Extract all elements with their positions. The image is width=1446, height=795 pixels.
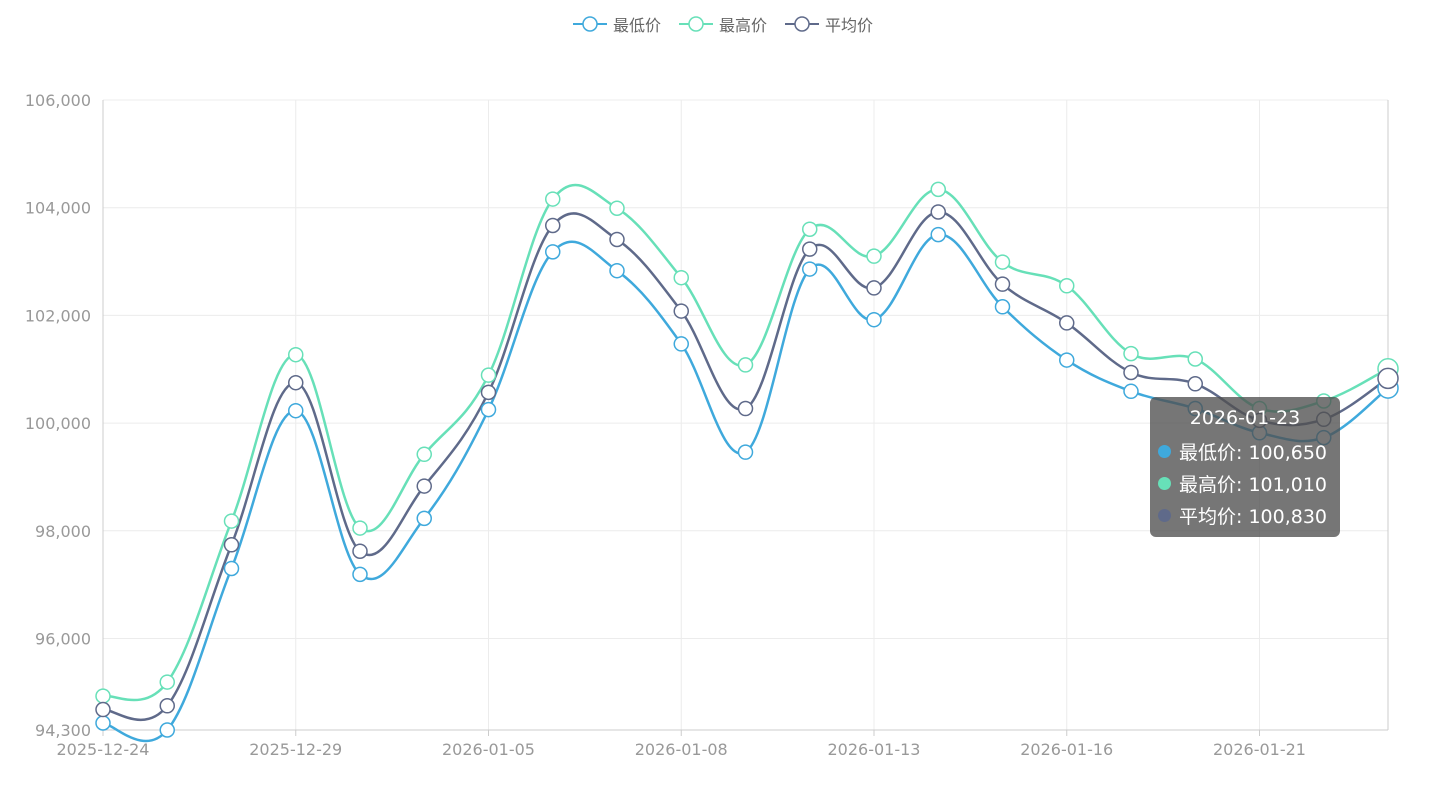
series-high-point (1123, 345, 1139, 362)
series-low-point (480, 401, 497, 418)
series-avg-point (802, 241, 818, 257)
x-tick-label: 2026-01-16 (1020, 740, 1113, 759)
series-high-point (673, 269, 689, 286)
series-high-point (866, 248, 882, 264)
axis-layer (102, 100, 1389, 736)
series-avg-point (1123, 364, 1139, 381)
legend-swatch-low (572, 16, 607, 32)
y-tick-label: 98,000 (35, 522, 91, 541)
x-tick-label: 2026-01-13 (828, 740, 921, 759)
tooltip: 2026-01-23 最低价: 100,650 最高价: 101,010 平均价… (1150, 397, 1340, 537)
legend-swatch-high (678, 16, 713, 32)
series-avg-point (1059, 315, 1075, 331)
series-avg-point (1187, 376, 1203, 392)
legend-item-avg[interactable]: 平均价 (785, 12, 873, 36)
y-tick-label: 102,000 (25, 306, 91, 325)
series-low-point (673, 336, 689, 352)
series-avg-point (545, 217, 561, 234)
series-low-point (994, 299, 1011, 315)
series-low-point (416, 510, 432, 527)
series-avg-point (737, 400, 754, 417)
series-low-point (288, 402, 304, 419)
series-high-point (802, 221, 818, 237)
tooltip-text-low: 最低价: 100,650 (1179, 441, 1328, 464)
legend-item-high[interactable]: 最高价 (678, 12, 767, 36)
tooltip-row-avg: 平均价: 100,830 (1158, 499, 1332, 531)
tooltip-dot-avg (1158, 508, 1171, 522)
series-low-point (223, 560, 240, 577)
series-low-point (802, 261, 818, 277)
series-high-point (609, 200, 625, 216)
legend-item-low[interactable]: 最低价 (572, 12, 661, 36)
series-avg-point (866, 280, 882, 296)
series-avg-point (673, 303, 689, 319)
legend-label-avg: 平均价 (825, 16, 874, 35)
y-tick-label: 96,000 (35, 629, 91, 648)
series-high-point (545, 191, 561, 207)
series-low-point (545, 244, 561, 260)
series-low-point (609, 262, 625, 279)
series-high-point (159, 674, 175, 690)
series-low-point (95, 715, 111, 731)
series-avg-point (416, 478, 432, 494)
series-low-point (352, 566, 368, 583)
series-avg-point (994, 276, 1011, 292)
series-high-point (223, 513, 240, 529)
series-high-point (352, 520, 368, 536)
tooltip-row-high: 最高价: 101,010 (1158, 467, 1332, 499)
series-high-point (737, 357, 754, 373)
series-avg-point (609, 231, 625, 248)
series-avg-point (223, 537, 240, 553)
series-low-point (930, 226, 946, 243)
tooltip-text-avg: 平均价: 100,830 (1179, 505, 1328, 528)
series-high-point (994, 254, 1011, 270)
series-low-point (1123, 383, 1139, 400)
tooltip-text-high: 最高价: 101,010 (1179, 473, 1328, 496)
x-tick-label: 2026-01-21 (1213, 740, 1306, 759)
legend-label-low: 最低价 (612, 16, 661, 35)
x-tick-label: 2025-12-29 (249, 740, 342, 759)
tooltip-dot-low (1158, 444, 1171, 458)
series-avg-point (480, 384, 497, 401)
legend-label-high: 最高价 (718, 16, 767, 35)
series-high-point (480, 367, 497, 383)
x-tick-label: 2026-01-08 (635, 740, 728, 759)
tooltip-dot-high (1158, 476, 1171, 490)
series-low-point (737, 444, 754, 460)
series-high-point (288, 346, 304, 363)
y-tick-label: 104,000 (25, 199, 91, 218)
y-tick-label: 94,300 (35, 721, 91, 740)
tooltip-title: 2026-01-23 (1189, 407, 1301, 429)
series-avg-point (930, 204, 946, 220)
series-avg-point (159, 698, 175, 714)
legend: 最低价 最高价 平均价 (0, 12, 1446, 36)
y-tick-label: 100,000 (25, 414, 91, 433)
series-avg-point (288, 374, 304, 391)
tooltip-row-low: 最低价: 100,650 (1158, 435, 1332, 467)
series-low-point (1059, 352, 1075, 368)
series-low-point (866, 311, 882, 328)
series-avg-point (352, 543, 368, 559)
legend-swatch-avg (785, 16, 819, 32)
x-tick-label: 2025-12-24 (57, 740, 150, 759)
y-tick-label: 106,000 (25, 91, 91, 110)
series-high-point (95, 688, 111, 704)
series-high-point (1187, 351, 1203, 367)
series-avg-point (95, 701, 111, 718)
series-avg-point (1377, 367, 1399, 390)
x-tick-label: 2026-01-05 (442, 740, 535, 759)
tick-layer: 94,300 96,000 98,000 100,000 102,000 104,000 1… (25, 91, 1306, 759)
series-low-point (159, 722, 175, 738)
series-high-point (416, 446, 432, 463)
series-high-point (930, 181, 946, 198)
series-high-point (1059, 278, 1075, 294)
